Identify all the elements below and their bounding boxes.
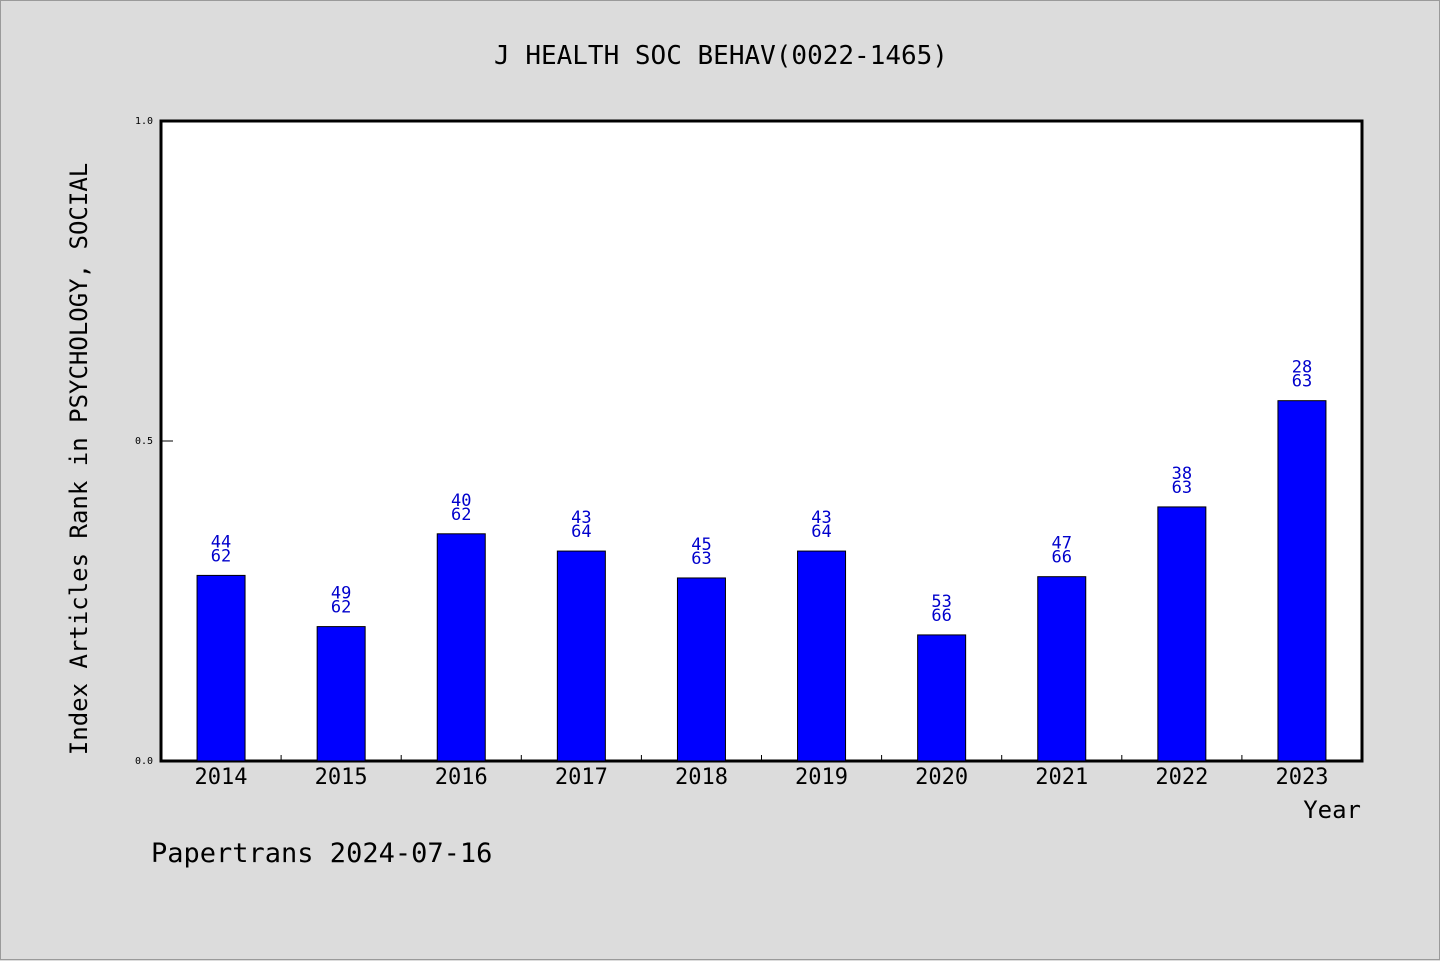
y-tick-label-1.0: 1.0: [135, 116, 153, 127]
bar-2018: [676, 577, 726, 762]
bar-label-total-2022: 63: [1172, 478, 1192, 498]
bar-2016: [436, 533, 486, 762]
bar-label-total-2023: 63: [1292, 372, 1312, 392]
x-tick-label-2015: 2015: [315, 765, 368, 790]
bar-label-rank-2020: 53: [931, 592, 951, 612]
bar-label-rank-2021: 47: [1052, 534, 1072, 554]
bar-label-total-2018: 63: [691, 549, 711, 569]
x-tick-label-2018: 2018: [675, 765, 728, 790]
bar-label-total-2015: 62: [331, 598, 351, 618]
bar-label-rank-2019: 43: [811, 508, 831, 528]
bar-label-total-2019: 64: [811, 522, 831, 542]
bar-label-rank-2015: 49: [331, 584, 351, 604]
bar-label-total-2014: 62: [211, 546, 231, 566]
bar-label-rank-2017: 43: [571, 508, 591, 528]
y-axis-label: Index Articles Rank in PSYCHOLOGY, SOCIA…: [65, 163, 93, 755]
x-axis-ticks: 2014 2015 2016 2017 2018 2019 2020 2021 2022 2023: [195, 755, 1328, 790]
bar-2019: [797, 550, 847, 762]
bars-group: [196, 400, 1327, 762]
x-tick-label-2019: 2019: [795, 765, 848, 790]
y-tick-label-0.0: 0.0: [135, 756, 153, 767]
bar-2021: [1037, 576, 1087, 762]
x-tick-label-2022: 2022: [1155, 765, 1208, 790]
y-tick-label-0.5: 0.5: [135, 436, 153, 447]
bar-2014: [196, 574, 246, 762]
bar-label-total-2021: 66: [1052, 548, 1072, 568]
bar-label-total-2016: 62: [451, 505, 471, 525]
bar-label-rank-2018: 45: [691, 535, 711, 555]
bar-label-rank-2022: 38: [1172, 464, 1192, 484]
bar-label-rank-2016: 40: [451, 491, 471, 511]
chart-title: J HEALTH SOC BEHAV(0022-1465): [494, 41, 948, 71]
bar-2017: [556, 550, 606, 762]
bar-2022: [1157, 506, 1207, 762]
x-tick-label-2021: 2021: [1035, 765, 1088, 790]
bar-label-total-2020: 66: [931, 606, 951, 626]
y-axis-ticks: 0.0 0.5 1.0: [135, 116, 173, 767]
bar-label-rank-2014: 44: [211, 532, 231, 552]
x-tick-label-2016: 2016: [435, 765, 488, 790]
x-tick-label-2020: 2020: [915, 765, 968, 790]
bar-2023: [1277, 400, 1327, 762]
bar-label-total-2017: 64: [571, 522, 591, 542]
x-tick-label-2014: 2014: [195, 765, 248, 790]
footer-credit: Papertrans 2024-07-16: [151, 838, 492, 869]
x-tick-label-2023: 2023: [1275, 765, 1328, 790]
bar-label-rank-2023: 28: [1292, 358, 1312, 378]
bar-2015: [316, 626, 366, 762]
bar-2020: [917, 634, 967, 762]
x-axis-label: Year: [1303, 796, 1361, 824]
x-tick-label-2017: 2017: [555, 765, 608, 790]
